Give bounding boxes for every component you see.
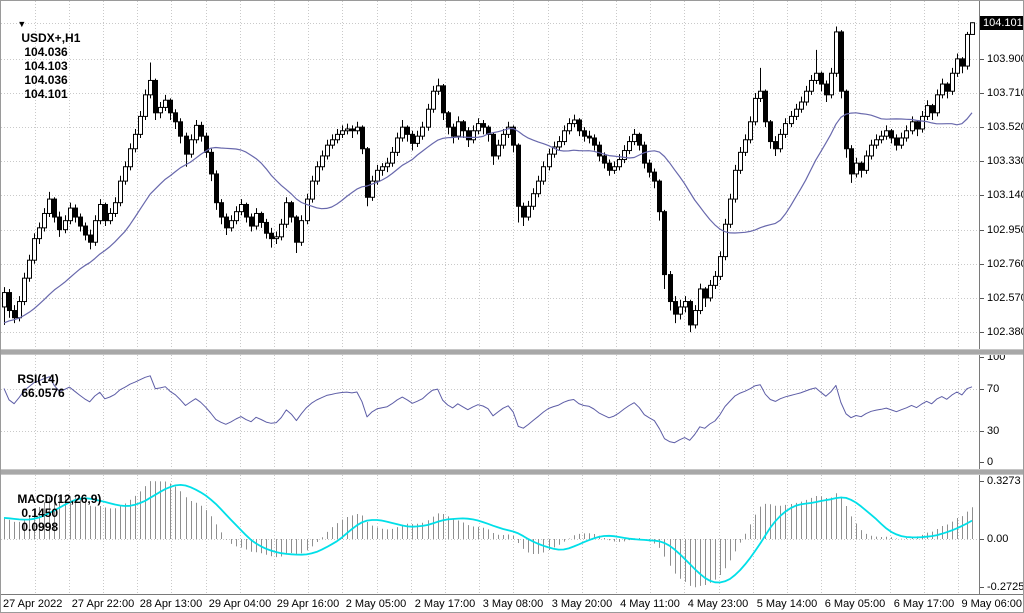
time-tick-label: 2 May 05:00: [345, 598, 407, 610]
time-tick-label: 9 May 06:00: [961, 598, 1022, 610]
price-tick-label: 103.330: [987, 155, 1024, 167]
price-tick-label: 30: [987, 425, 1000, 437]
time-axis[interactable]: 27 Apr 2022 27 Apr 22:00 28 Apr 13:00 29 Ap…: [1, 595, 1023, 612]
time-tick-label: 6 May 05:00: [824, 598, 886, 610]
rsi-pane-canvas[interactable]: [1, 355, 979, 468]
price-tick-label: 102.570: [987, 292, 1024, 304]
axis-tick-mark: [980, 264, 984, 265]
price-tick-label: 102.950: [987, 224, 1024, 236]
time-tick-label: 3 May 08:00: [482, 598, 544, 610]
axis-tick-mark: [980, 462, 984, 463]
axis-tick-mark: [980, 59, 984, 60]
axis-tick-mark: [980, 389, 984, 390]
time-tick-label: 28 Apr 13:00: [139, 598, 203, 610]
axis-tick-mark: [980, 195, 984, 196]
pane-splitter-main-rsi[interactable]: [1, 349, 1023, 355]
price-axis[interactable]: 104.101 103.900 103.710 103.520 103.330 103.…: [979, 1, 1024, 594]
axis-tick-mark: [980, 127, 984, 128]
price-tick-label: 102.380: [987, 326, 1024, 338]
rsi-indicator-label: RSI(14) 66.0576: [4, 358, 65, 414]
time-tick-label: 5 May 14:00: [756, 598, 818, 610]
macd-value: 0.1450: [21, 506, 59, 520]
time-tick-label: 3 May 20:00: [551, 598, 613, 610]
chart-menu-icon[interactable]: ▼: [17, 19, 27, 29]
axis-tick-mark: [980, 161, 984, 162]
ohlc-open: 104.036: [24, 45, 68, 59]
ohlc-high: 104.103: [24, 59, 68, 73]
price-tick-label: 70: [987, 383, 1000, 395]
time-tick-label: 2 May 17:00: [414, 598, 476, 610]
time-tick-label: 6 May 17:00: [893, 598, 955, 610]
chart-title: ▼ USDX+,H1 104.036 104.103 104.036 104.1…: [4, 3, 80, 115]
price-chart-canvas[interactable]: [1, 1, 979, 349]
price-tick-label: 103.140: [987, 189, 1024, 201]
macd-pane-canvas[interactable]: [1, 475, 979, 594]
price-tick-label: 103.900: [987, 53, 1024, 65]
ohlc-close: 104.101: [24, 87, 68, 101]
macd-pane-bottom-border: [1, 594, 1023, 595]
axis-tick-mark: [980, 230, 984, 231]
axis-tick-mark: [980, 357, 984, 358]
axis-tick-mark: [980, 481, 984, 482]
price-tick-label: 102.760: [987, 258, 1024, 270]
axis-tick-mark: [980, 431, 984, 432]
pane-splitter-rsi-macd[interactable]: [1, 469, 1023, 475]
price-tick-label: 103.710: [987, 87, 1024, 99]
ohlc-low: 104.036: [24, 73, 68, 87]
rsi-value: 66.0576: [21, 386, 65, 400]
time-tick-label: 27 Apr 2022: [3, 598, 63, 610]
chart-symbol-timeframe: USDX+,H1: [21, 31, 81, 45]
price-tick-label: 0.3273: [987, 475, 1021, 487]
time-tick-label: 29 Apr 16:00: [276, 598, 340, 610]
price-tick-label: 0: [987, 456, 994, 468]
macd-signal-value: 0.0998: [21, 520, 59, 534]
macd-name: MACD(12,26,9): [17, 492, 102, 506]
price-tick-label: -0.2725: [987, 581, 1024, 593]
time-tick-label: 27 Apr 22:00: [71, 598, 135, 610]
time-tick-label: 4 May 11:00: [620, 598, 680, 610]
current-price-badge: 104.101: [980, 16, 1023, 30]
axis-tick-mark: [980, 332, 984, 333]
axis-tick-mark: [980, 298, 984, 299]
rsi-name: RSI(14): [17, 372, 59, 386]
axis-tick-mark: [980, 539, 984, 540]
price-tick-label: 103.520: [987, 121, 1024, 133]
time-tick-label: 4 May 23:00: [687, 598, 749, 610]
macd-indicator-label: MACD(12,26,9) 0.1450 0.0998: [4, 478, 101, 548]
axis-tick-mark: [980, 93, 984, 94]
axis-tick-mark: [980, 587, 984, 588]
price-tick-label: 0.00: [987, 533, 1009, 545]
time-tick-label: 29 Apr 04:00: [208, 598, 272, 610]
